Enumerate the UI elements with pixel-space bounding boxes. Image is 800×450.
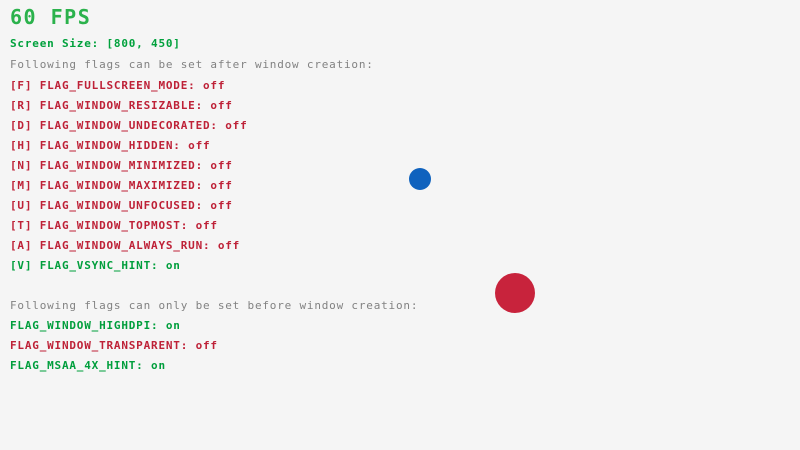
flag-row-window-unfocused[interactable]: [U] FLAG_WINDOW_UNFOCUSED: off	[10, 199, 233, 212]
screen-size-label: Screen Size: [800, 450]	[10, 37, 181, 50]
flag-row-window-maximized[interactable]: [M] FLAG_WINDOW_MAXIMIZED: off	[10, 179, 233, 192]
flag-row-window-resizable[interactable]: [R] FLAG_WINDOW_RESIZABLE: off	[10, 99, 233, 112]
flag-row-vsync-hint[interactable]: [V] FLAG_VSYNC_HINT: on	[10, 259, 181, 272]
flag-row-window-undecorated[interactable]: [D] FLAG_WINDOW_UNDECORATED: off	[10, 119, 248, 132]
flag-row-window-transparent: FLAG_WINDOW_TRANSPARENT: off	[10, 339, 218, 352]
blue-ball	[409, 168, 431, 190]
flag-row-window-always-run[interactable]: [A] FLAG_WINDOW_ALWAYS_RUN: off	[10, 239, 241, 252]
flag-row-msaa-4x-hint: FLAG_MSAA_4X_HINT: on	[10, 359, 166, 372]
flag-row-window-hidden[interactable]: [H] FLAG_WINDOW_HIDDEN: off	[10, 139, 211, 152]
flag-row-window-highdpi: FLAG_WINDOW_HIGHDPI: on	[10, 319, 181, 332]
flag-row-window-minimized[interactable]: [N] FLAG_WINDOW_MINIMIZED: off	[10, 159, 233, 172]
flag-row-window-topmost[interactable]: [T] FLAG_WINDOW_TOPMOST: off	[10, 219, 218, 232]
flag-row-fullscreen-mode[interactable]: [F] FLAG_FULLSCREEN_MODE: off	[10, 79, 226, 92]
fps-counter: 60 FPS	[10, 5, 92, 29]
creation-flags-heading: Following flags can only be set before w…	[10, 299, 419, 312]
red-ball	[495, 273, 535, 313]
runtime-flags-heading: Following flags can be set after window …	[10, 58, 374, 71]
